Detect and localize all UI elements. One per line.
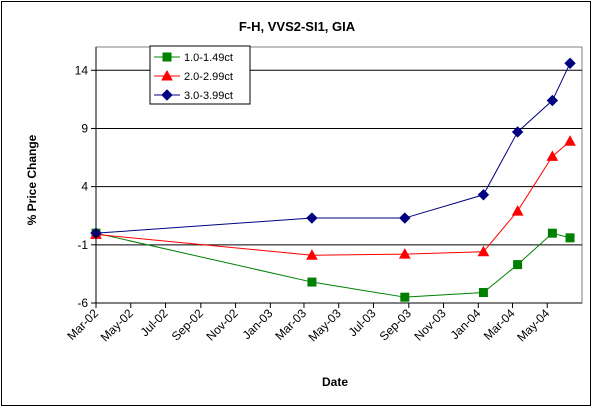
y-tick-label: 14 [75,63,89,77]
x-tick-label: May-02 [98,306,136,344]
legend: 1.0-1.49ct 2.0-2.99ct 3.0-3.99ct [149,45,251,105]
data-point [307,277,317,287]
y-tick-label: -1 [77,238,88,252]
x-tick-label: Mar-02 [64,306,101,343]
data-point [306,249,318,260]
data-point [511,205,524,216]
data-point [477,189,490,201]
x-axis-title: Date [322,375,348,389]
data-point [564,57,576,69]
data-point [400,292,410,302]
x-tick-label: Sep-03 [377,306,414,343]
y-tick-label: 9 [81,121,88,135]
chart-title: F-H, VVS2-SI1, GIA [239,19,356,34]
data-point [511,126,524,138]
x-tick-label: Jan-03 [240,306,276,342]
x-tick-label: Jul-02 [138,306,171,339]
data-point [547,228,557,238]
x-tick-label: Jul-03 [346,306,379,339]
data-point [477,245,490,257]
legend-swatch-marker [162,52,172,62]
x-tick-label: Sep-02 [169,306,206,343]
data-point [306,212,318,224]
x-tick-label: Mar-03 [272,306,309,343]
x-tick-label: Nov-03 [411,306,448,343]
y-tick-label: 4 [81,180,88,194]
data-point [513,260,523,270]
legend-label: 2.0-2.99ct [184,71,233,83]
x-tick-label: May-04 [514,306,552,344]
data-point [399,212,411,224]
legend-items: 1.0-1.49ct 2.0-2.99ct 3.0-3.99ct [154,52,233,102]
series-3-0-3-99ct [90,57,576,239]
legend-label: 3.0-3.99ct [184,90,233,102]
x-tick-label: May-03 [306,306,344,344]
y-tick-label: -6 [77,296,88,310]
data-point [565,233,575,243]
legend-swatch-marker [161,89,173,101]
y-tick-labels: -6 -1 4 9 14 [75,63,96,310]
x-tick-label: Mar-04 [481,306,518,343]
y-axis-title: % Price Change [25,134,39,225]
data-point [546,94,559,107]
x-tick-label: Nov-02 [203,306,240,343]
legend-swatch-marker [161,69,173,81]
data-point [546,150,559,161]
legend-item-2-0-2-99ct: 2.0-2.99ct [154,69,233,83]
legend-item-1-0-1-49ct: 1.0-1.49ct [154,52,233,64]
x-tick-label: Jan-04 [448,306,484,342]
legend-label: 1.0-1.49ct [184,52,233,64]
legend-item-3-0-3-99ct: 3.0-3.99ct [154,89,233,102]
data-point [564,135,576,146]
data-point [398,248,411,259]
data-point [478,288,488,298]
series-layer [90,57,576,302]
